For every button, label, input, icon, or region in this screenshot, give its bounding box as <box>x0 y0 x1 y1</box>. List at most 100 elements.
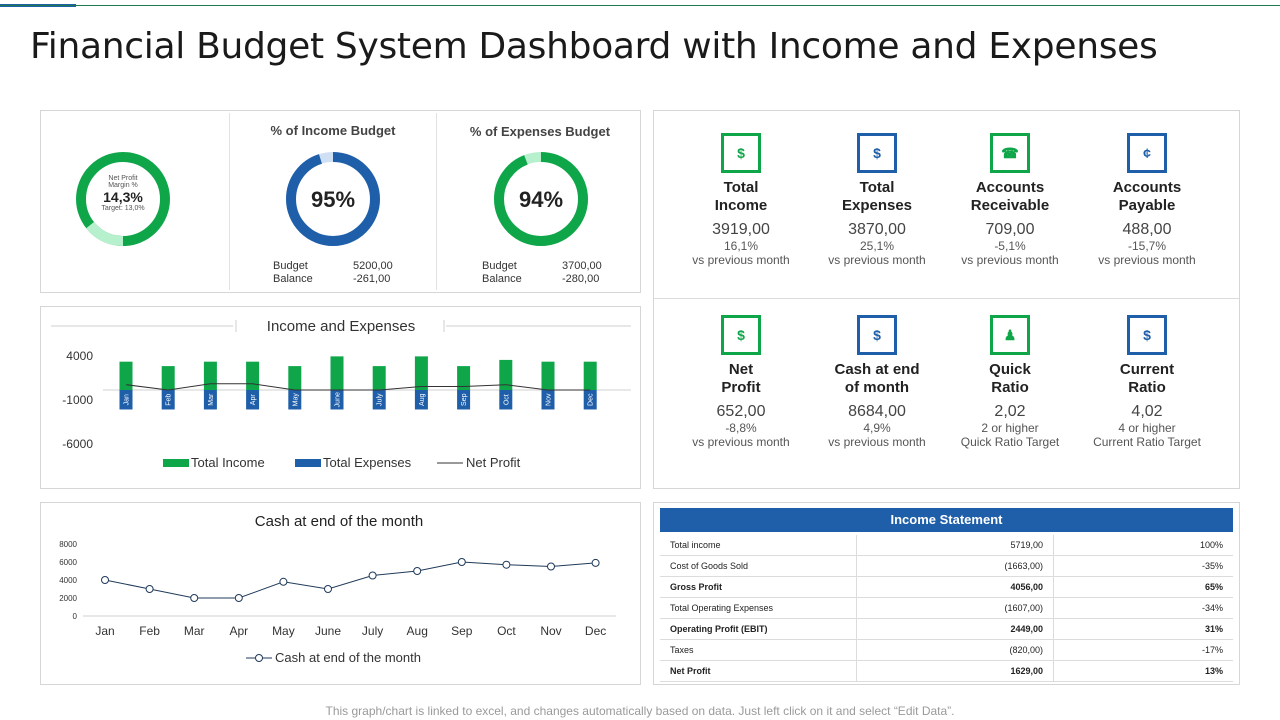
table-row: Taxes (820,00) -17% <box>660 639 1233 661</box>
expense-bar-Mar <box>203 390 217 410</box>
row-amount: 4056,00 <box>856 576 1054 598</box>
net-profit-target: Target: 13,0% <box>101 205 145 212</box>
row-percent: 65% <box>1053 576 1233 598</box>
row-amount: 2449,00 <box>856 618 1054 640</box>
income-bar-Feb <box>161 366 175 390</box>
cash-legend-label: Cash at end of the month <box>275 650 421 665</box>
ie-xtick-Dec: Dec <box>588 393 595 406</box>
expenses-budget-value: 94% <box>518 187 564 212</box>
kpi-change: 16,1% <box>723 239 759 253</box>
table-row: Cost of Goods Sold (1663,00) -35% <box>660 555 1233 577</box>
net-profit-line <box>125 383 591 391</box>
cash-ytick-0: 0 <box>73 612 78 621</box>
table-row: Net Profit 1629,00 13% <box>660 660 1233 682</box>
row-amount: (1607,00) <box>856 597 1054 619</box>
cash-xtick-Mar: Mar <box>184 624 205 638</box>
table-row: Total income 5719,00 100% <box>660 535 1233 556</box>
table-row: Total Operating Expenses (1607,00) -34% <box>660 597 1233 619</box>
income-budget-gauge <box>286 152 380 246</box>
cash-xtick-Sep: Sep <box>451 624 473 638</box>
footer-note: This graph/chart is linked to excel, and… <box>325 704 955 718</box>
income-balance-label: Balance <box>273 273 313 285</box>
hand-money-bag-icon: $ <box>857 315 897 355</box>
page-title: Financial Budget System Dashboard with I… <box>30 26 1158 67</box>
kpi-comparison: vs previous month <box>961 253 1059 267</box>
kpi-label: Accounts Receivable <box>970 179 1050 214</box>
income-expenses-panel: Income and Expenses 4000 -1000 -6000 Jan… <box>40 306 641 489</box>
income-bar-Mar <box>203 361 217 390</box>
row-label: Cost of Goods Sold <box>660 555 857 577</box>
network-dollar-icon: $ <box>1127 315 1167 355</box>
income-balance-amount: -261,00 <box>353 273 391 285</box>
cash-xtick-Oct: Oct <box>497 624 516 638</box>
kpi-panel: $ Total Income 3919,00 16,1% vs previous mont… <box>653 110 1240 489</box>
row-amount: (820,00) <box>856 639 1054 661</box>
kpi-label: Accounts Payable <box>1112 179 1182 214</box>
expenses-budget-title: % of Expenses Budget <box>469 124 611 139</box>
row-percent: 13% <box>1053 660 1233 682</box>
row-label: Gross Profit <box>660 576 857 598</box>
kpi-comparison: vs previous month <box>828 253 926 267</box>
net-profit-label-1: Net Profit <box>108 175 138 182</box>
cash-point-Sep <box>457 558 466 566</box>
legend-total-expenses: Total Expenses <box>323 455 412 470</box>
cash-point-June <box>324 585 332 593</box>
expense-bar-Oct <box>499 390 513 410</box>
expense-bar-June <box>330 390 344 410</box>
income-bar-May <box>288 366 302 390</box>
ie-ytick-1: 4000 <box>66 349 93 363</box>
income-bar-Dec <box>583 361 597 390</box>
expense-bar-Apr <box>246 390 260 410</box>
kpi-comparison: Quick Ratio Target <box>960 435 1060 449</box>
kpi-value: 2,02 <box>994 403 1026 420</box>
ie-xtick-Sep: Sep <box>461 393 468 406</box>
income-bar-Nov <box>541 361 555 390</box>
income-budget-label: Budget <box>273 260 308 272</box>
expenses-budget-label: Budget <box>482 260 517 272</box>
cash-series-line <box>104 561 596 599</box>
cash-point-Feb <box>145 585 154 593</box>
cash-point-Nov <box>547 562 555 571</box>
cash-ytick-4000: 4000 <box>59 576 77 585</box>
income-bar-July <box>372 366 386 390</box>
income-budget-title: % of Income Budget <box>270 123 396 138</box>
ie-xtick-Nov: Nov <box>546 393 553 406</box>
kpi-label: Net Profit <box>721 361 761 396</box>
growth-chart-icon: $ <box>721 315 761 355</box>
kpi-value: 8684,00 <box>848 403 906 420</box>
kpi-card-0: $ Total Income 3919,00 16,1% vs previous mont… <box>676 133 806 267</box>
kpi-comparison: vs previous month <box>1098 253 1196 267</box>
legend-total-expenses-swatch <box>295 459 321 467</box>
kpi-label: Quick Ratio <box>989 361 1031 396</box>
row-label: Net Profit <box>660 660 857 682</box>
income-statement-panel: Income Statement Total income 5719,00 100%… <box>653 502 1240 685</box>
kpi-card-1: $ Total Expenses 3870,00 25,1% vs previous mo… <box>812 133 942 267</box>
gauge-divider-2 <box>436 113 437 290</box>
kpi-change: 4 or higher <box>1118 421 1176 435</box>
person-chart-icon: ♟ <box>990 315 1030 355</box>
kpi-change: 25,1% <box>859 239 895 253</box>
expenses-budget-arc <box>494 152 588 246</box>
table-row: Operating Profit (EBIT) 2449,00 31% <box>660 618 1233 640</box>
expense-bar-May <box>288 390 302 410</box>
row-label: Operating Profit (EBIT) <box>660 618 857 640</box>
row-label: Total income <box>660 535 857 556</box>
income-bar-June <box>330 356 344 390</box>
kpi-value: 4,02 <box>1131 403 1163 420</box>
gauges-panel: Net Profit Margin % 14,3% Target: 13,0% … <box>40 110 641 293</box>
people-money-icon: $ <box>721 133 761 173</box>
cash-ytick-8000: 8000 <box>59 540 77 549</box>
income-bar-Oct <box>499 359 513 390</box>
row-percent: -34% <box>1053 597 1233 619</box>
cash-chart-panel: Cash at end of the month 0 2000 4000 6000 80… <box>40 502 641 685</box>
expense-bar-July <box>372 390 386 410</box>
cash-point-Jan <box>101 576 109 584</box>
ie-ytick-2: -1000 <box>62 393 93 407</box>
expense-bar-Aug <box>414 390 428 410</box>
kpi-card-5: $ Cash at end of month 8684,00 4,9% vs previo… <box>812 315 942 449</box>
row-label: Taxes <box>660 639 857 661</box>
cash-xtick-Apr: Apr <box>229 624 248 638</box>
row-amount: 5719,00 <box>856 535 1054 556</box>
kpi-value: 488,00 <box>1122 221 1172 238</box>
kpi-label: Total Expenses <box>841 179 913 214</box>
